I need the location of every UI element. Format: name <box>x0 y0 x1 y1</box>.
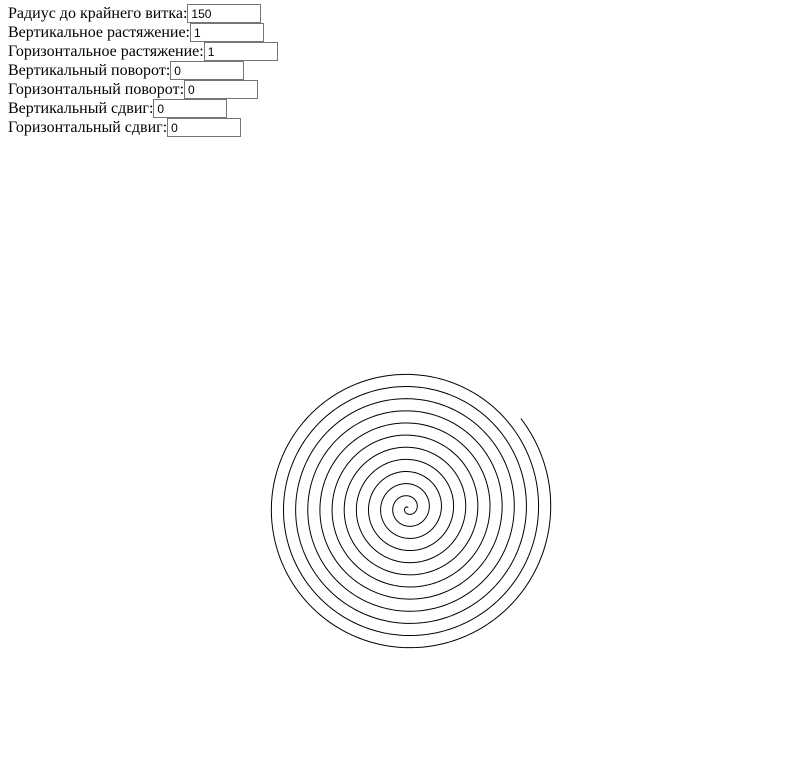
radius-label: Радиус до крайнего витка: <box>8 5 188 22</box>
spiral-curve <box>270 373 552 649</box>
horizontal-rotation-row: Горизонтальный поворот: <box>8 80 278 99</box>
horizontal-rotation-label: Горизонтальный поворот: <box>8 81 185 98</box>
vertical-rotation-label: Вертикальный поворот: <box>8 62 171 79</box>
vertical-rotation-row: Вертикальный поворот: <box>8 61 278 80</box>
horizontal-stretch-label: Горизонтальное растяжение: <box>8 43 204 60</box>
horizontal-stretch-row: Горизонтальное растяжение: <box>8 42 278 61</box>
vertical-stretch-label: Вертикальное растяжение: <box>8 24 190 41</box>
horizontal-shift-label: Горизонтальный сдвиг: <box>8 119 168 136</box>
radius-input[interactable] <box>187 4 262 23</box>
vertical-shift-input[interactable] <box>153 99 228 118</box>
horizontal-shift-input[interactable] <box>167 118 242 137</box>
radius-row: Радиус до крайнего витка: <box>8 4 278 23</box>
horizontal-stretch-input[interactable] <box>203 42 278 61</box>
vertical-shift-label: Вертикальный сдвиг: <box>8 100 154 117</box>
spiral-parameters-form: Радиус до крайнего витка: Вертикальное р… <box>8 4 278 137</box>
vertical-shift-row: Вертикальный сдвиг: <box>8 99 278 118</box>
vertical-rotation-input[interactable] <box>170 61 245 80</box>
horizontal-rotation-input[interactable] <box>184 80 259 99</box>
horizontal-shift-row: Горизонтальный сдвиг: <box>8 118 278 137</box>
vertical-stretch-row: Вертикальное растяжение: <box>8 23 278 42</box>
vertical-stretch-input[interactable] <box>190 23 264 42</box>
